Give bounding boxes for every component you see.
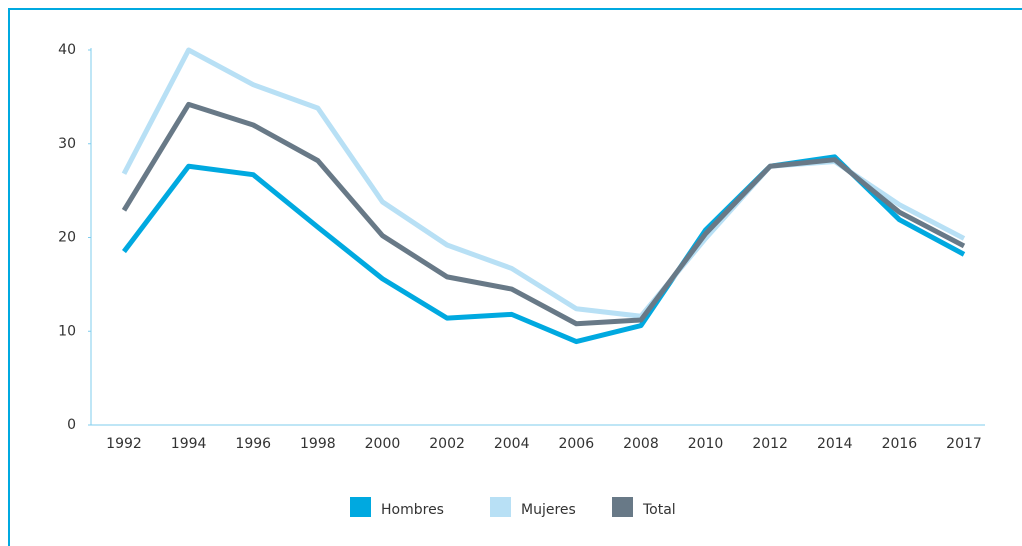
x-tick-label: 2006 <box>558 436 594 452</box>
y-tick-label: 0 <box>67 417 76 433</box>
x-tick-label: 2008 <box>623 436 659 452</box>
x-tick-label: 1994 <box>171 436 207 452</box>
y-tick-label: 20 <box>58 230 76 246</box>
x-tick-label: 2017 <box>946 436 982 452</box>
legend-label: Total <box>642 502 676 518</box>
x-tick-label: 2012 <box>752 436 788 452</box>
x-tick-label: 2010 <box>688 436 724 452</box>
series-line <box>122 154 966 345</box>
series-line <box>121 101 966 327</box>
legend-swatch <box>490 497 511 517</box>
legend-swatch <box>350 497 371 517</box>
y-tick-label: 40 <box>58 42 76 58</box>
x-tick-label: 2000 <box>365 436 401 452</box>
y-tick-label: 30 <box>58 136 76 152</box>
x-tick-label: 1998 <box>300 436 336 452</box>
x-tick-label: 2004 <box>494 436 530 452</box>
y-tick-label: 10 <box>58 323 76 339</box>
x-tick-label: 2002 <box>429 436 465 452</box>
legend-swatch <box>612 497 633 517</box>
x-tick-label: 2014 <box>817 436 853 452</box>
series-line <box>121 47 966 319</box>
legend-label: Mujeres <box>521 502 576 518</box>
x-tick-label: 1992 <box>106 436 142 452</box>
x-tick-label: 2016 <box>882 436 918 452</box>
x-tick-label: 1996 <box>235 436 271 452</box>
legend-label: Hombres <box>381 502 444 518</box>
